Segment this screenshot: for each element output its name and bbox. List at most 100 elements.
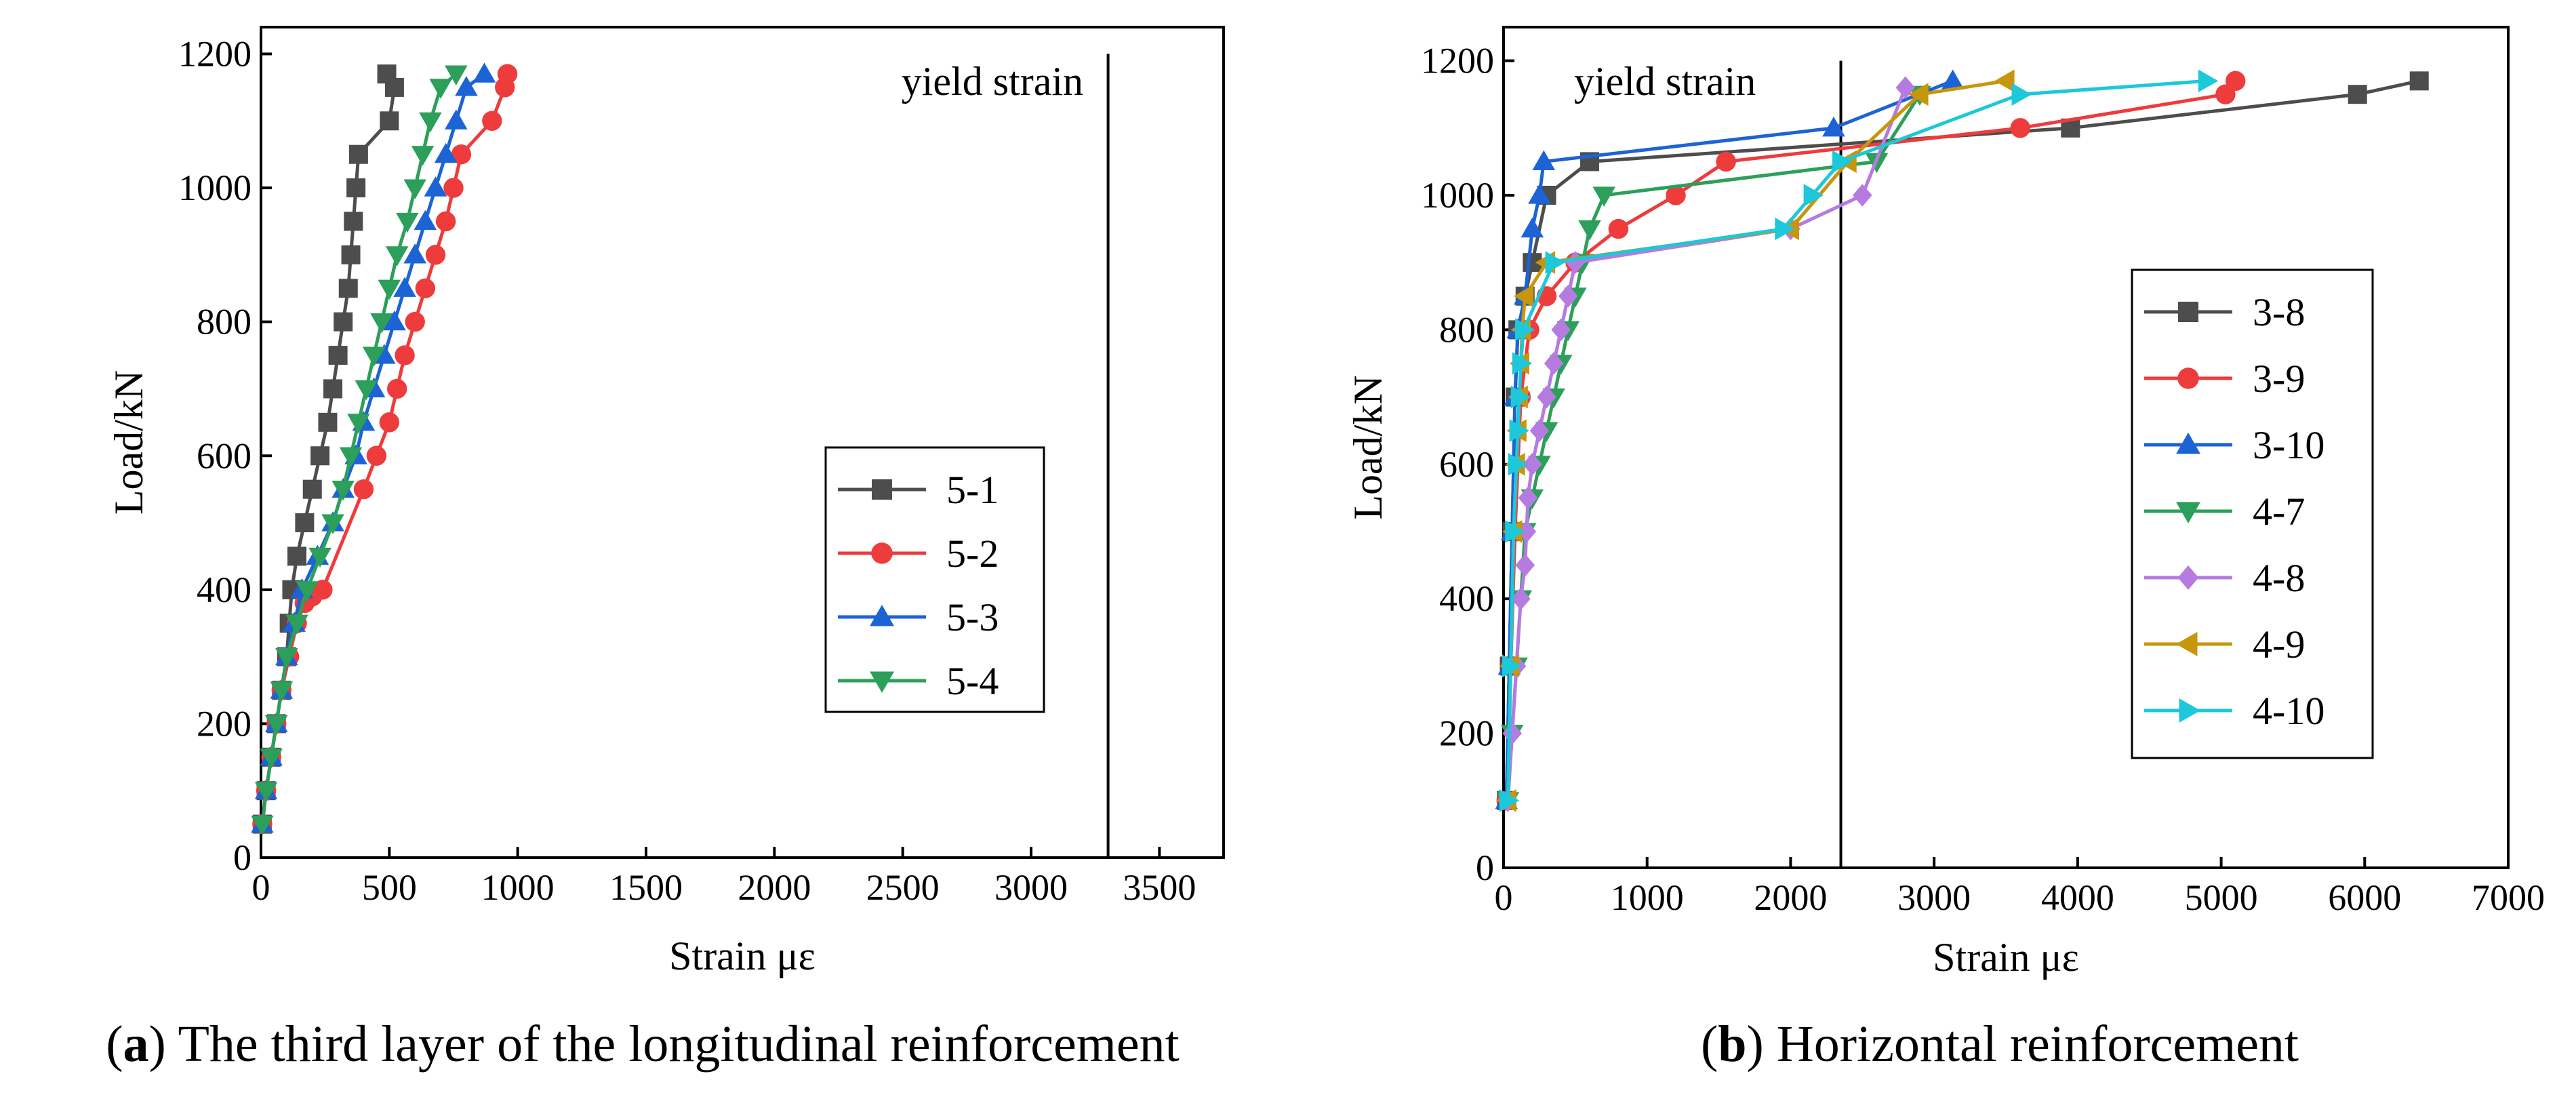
- data-point: [318, 412, 338, 432]
- data-point: [1512, 352, 1533, 375]
- legend-label: 4-10: [2253, 689, 2325, 733]
- data-point: [2011, 83, 2032, 106]
- chart-b: 0 1000 2000 3000 4000 5000 6000 7000 0 200 400 600 8…: [1346, 26, 2545, 1073]
- legend-label: 5-4: [946, 659, 999, 703]
- legend-marker: [2179, 698, 2200, 723]
- x-tick-label: 0: [252, 867, 270, 908]
- series-5-4: [251, 65, 468, 836]
- data-point: [1499, 789, 1520, 812]
- data-point: [1515, 553, 1535, 577]
- legend-marker: [872, 479, 892, 500]
- legend-item: 3-9: [2144, 357, 2305, 401]
- data-point: [287, 546, 307, 566]
- x-tick-label: 3000: [1897, 877, 1971, 918]
- legend-marker: [870, 605, 894, 626]
- data-point: [328, 346, 348, 365]
- data-point: [270, 681, 294, 702]
- series-5-2: [252, 64, 518, 835]
- data-point: [414, 209, 437, 231]
- y-tick-label: 0: [233, 837, 251, 878]
- plot-frame: [1502, 26, 2510, 869]
- data-point: [435, 211, 456, 232]
- y-tick-label: 400: [197, 570, 251, 610]
- legend-marker: [2176, 502, 2200, 523]
- x-tick-label: 2000: [738, 867, 811, 908]
- data-point: [451, 144, 472, 165]
- data-point: [444, 109, 468, 129]
- data-point: [1508, 453, 1528, 476]
- legend-box: [824, 446, 1045, 713]
- data-point: [347, 414, 370, 434]
- data-point: [429, 79, 452, 99]
- data-point: [1803, 184, 1824, 207]
- y-tick-label: 1000: [1421, 175, 1494, 216]
- legend-label: 3-8: [2253, 290, 2305, 334]
- series-4-8: [1498, 76, 1916, 812]
- data-point: [379, 412, 400, 433]
- data-point: [1551, 318, 1571, 342]
- y-tick-label: 600: [1439, 444, 1494, 485]
- x-tick-label: 1000: [1611, 877, 1684, 918]
- y-tick-label: 1200: [1421, 41, 1494, 81]
- y-tick-label: 600: [197, 435, 251, 476]
- legend-label: 4-9: [2253, 622, 2305, 666]
- legend-label: 4-8: [2253, 556, 2305, 600]
- data-point: [355, 380, 378, 401]
- data-point: [378, 279, 401, 300]
- data-point: [2226, 71, 2246, 92]
- data-point: [308, 547, 331, 568]
- data-point: [1908, 83, 1929, 106]
- data-point: [254, 782, 278, 803]
- caption-letter: b: [1718, 1016, 1746, 1073]
- y-tick-label: 200: [1439, 713, 1494, 754]
- y-axis-title: Load/kN: [1346, 375, 1390, 519]
- data-point: [393, 277, 416, 297]
- data-point: [1822, 117, 1845, 137]
- data-point: [1532, 150, 1556, 170]
- series-line: [1506, 79, 2007, 801]
- x-axis-title: Strain με: [1933, 935, 2079, 980]
- legend-item: 5-3: [838, 595, 999, 639]
- x-tick-label: 3000: [994, 867, 1068, 908]
- y-tick-label: 800: [1439, 309, 1494, 350]
- data-point: [1523, 453, 1542, 476]
- data-point: [1666, 185, 1686, 205]
- data-point: [1513, 285, 1534, 308]
- x-tick-label: 6000: [2328, 877, 2401, 918]
- data-point: [1716, 151, 1736, 172]
- y-tick-label: 200: [197, 703, 251, 744]
- data-point: [2409, 71, 2429, 91]
- data-point: [405, 311, 425, 332]
- data-point: [377, 64, 397, 84]
- data-point: [396, 212, 419, 233]
- data-point: [275, 648, 298, 668]
- y-axis-title: Load/kN: [106, 370, 151, 515]
- legend-marker: [870, 671, 894, 693]
- legend-item: 4-9: [2144, 622, 2305, 666]
- caption-paren-close: ): [149, 1016, 166, 1073]
- legend-marker: [2176, 632, 2198, 656]
- data-point: [1941, 69, 1965, 89]
- data-point: [425, 245, 446, 265]
- data-point: [338, 279, 358, 298]
- legend-item: 4-10: [2144, 689, 2325, 733]
- legend-item: 3-8: [2144, 290, 2305, 334]
- series-4-10: [1499, 69, 2219, 812]
- caption: (a) The third layer of the longitudinal …: [106, 1016, 1180, 1073]
- series-line: [1504, 79, 2237, 801]
- data-point: [313, 580, 333, 600]
- caption-text: Horizontal reinforcement: [1764, 1016, 2299, 1073]
- caption-text: The third layer of the longitudinal rein…: [166, 1016, 1180, 1073]
- data-point: [1515, 318, 1535, 342]
- data-point: [419, 112, 442, 133]
- x-tick-label: 3500: [1123, 867, 1196, 908]
- data-point: [434, 142, 458, 163]
- caption: (b) Horizontal reinforcement: [1701, 1016, 2299, 1073]
- data-point: [386, 378, 407, 399]
- data-point: [1578, 220, 1601, 241]
- data-point: [341, 245, 361, 264]
- data-point: [353, 479, 374, 500]
- data-point: [302, 479, 322, 499]
- caption-paren-open: (: [106, 1016, 123, 1073]
- data-point: [424, 176, 447, 197]
